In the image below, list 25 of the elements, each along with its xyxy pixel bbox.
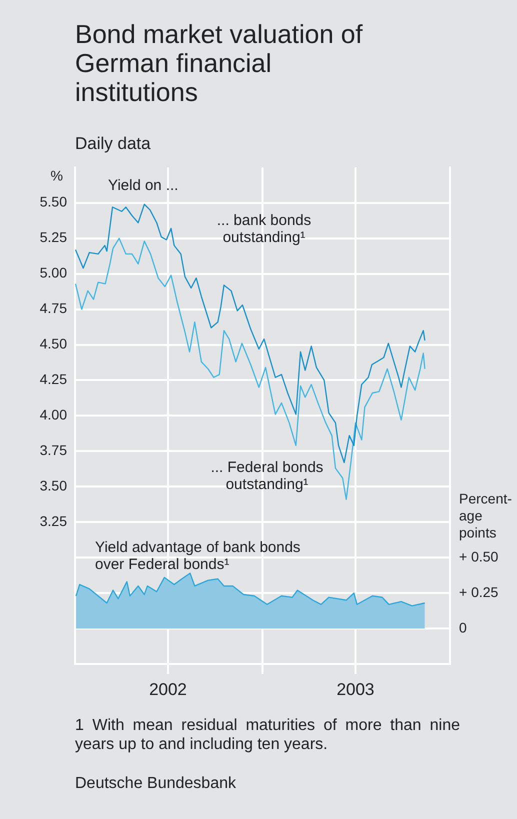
y-tick-label: 5.00 [40, 264, 68, 281]
y-tick-label: 4.50 [40, 336, 68, 352]
y2-tick-label: + 0.25 [459, 584, 499, 600]
y2-axis-title: Percent- age points [459, 490, 512, 540]
annotation: Yield advantage of bank bonds over Federal bonds¹ [95, 539, 300, 574]
y-tick-label: 5.25 [40, 229, 68, 246]
y-axis-title: % [50, 167, 63, 184]
y-tick-label: 3.25 [40, 512, 68, 529]
x-tick-label: 2002 [149, 680, 187, 699]
y-tick-label: 4.75 [40, 300, 68, 316]
y-tick-label: 4.25 [40, 371, 68, 388]
annotation: ... bank bonds outstanding¹ [216, 212, 312, 246]
y2-tick-label: 0 [459, 619, 467, 636]
text: Deutsche Bundesbank [75, 774, 237, 793]
y-tick-label: 4.00 [40, 406, 68, 423]
y-tick-label: 3.75 [40, 442, 68, 458]
y-tick-label: 3.50 [40, 478, 68, 494]
annotation: Yield on ... [108, 177, 178, 194]
chart-subtitle: Daily data [75, 134, 151, 154]
annotation: ... Federal bonds outstanding¹ [210, 459, 324, 494]
text: 1 With mean residual maturities of more than nine years up to and including ten years. [75, 716, 460, 754]
y-tick-label: 5.50 [40, 194, 68, 210]
y2-tick-label: + 0.50 [459, 548, 499, 564]
x-tick-label: 2003 [336, 680, 374, 699]
chart-title: Bond market valuation of German financial institutions [75, 19, 364, 107]
